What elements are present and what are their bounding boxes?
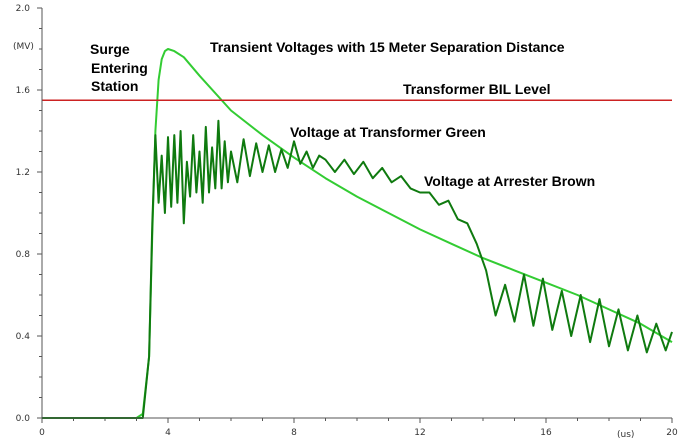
annotation-bil-level: Transformer BIL Level xyxy=(403,81,551,97)
x-tick-label: 12 xyxy=(414,428,425,438)
y-tick-label: 1.6 xyxy=(16,86,31,96)
y-tick-label: 1.2 xyxy=(16,168,30,178)
chart-title: Transient Voltages with 15 Meter Separat… xyxy=(210,39,565,55)
series-layer xyxy=(42,48,673,419)
x-tick-label: 0 xyxy=(39,428,45,438)
x-tick-label: 20 xyxy=(666,428,678,438)
x-axis-label: (us) xyxy=(617,430,634,440)
x-tick-label: 4 xyxy=(165,428,171,438)
x-tick-label: 16 xyxy=(540,428,552,438)
x-tick-label: 8 xyxy=(291,428,297,438)
annotation-surge-line1: Surge xyxy=(90,41,130,57)
y-tick-label: 0.8 xyxy=(16,250,31,260)
annotation-arrester-voltage: Voltage at Arrester Brown xyxy=(424,173,595,189)
y-axis-label: (MV) xyxy=(13,42,34,52)
annotation-transformer-voltage: Voltage at Transformer Green xyxy=(290,124,486,140)
transformer-voltage-line xyxy=(42,119,673,419)
y-tick-label: 0.4 xyxy=(16,332,31,342)
annotation-surge-line2: Entering xyxy=(91,60,148,76)
y-tick-label: 0.0 xyxy=(16,414,31,424)
annotation-surge-line3: Station xyxy=(91,78,138,94)
y-tick-label: 2.0 xyxy=(16,4,31,14)
